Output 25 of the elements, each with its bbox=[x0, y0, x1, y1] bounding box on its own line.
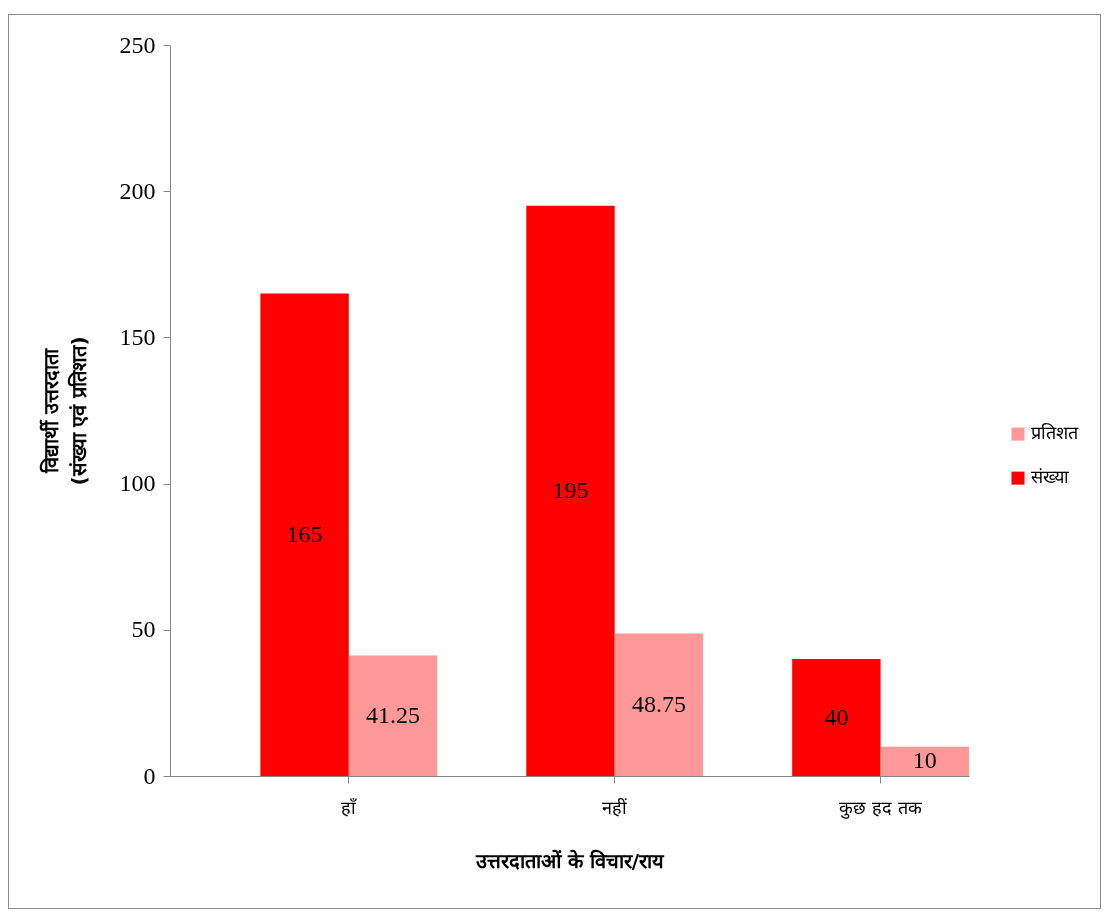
bar bbox=[614, 633, 704, 776]
data-label: 195 bbox=[552, 476, 589, 503]
data-label: 10 bbox=[912, 747, 937, 774]
x-tick-label: नहीं bbox=[602, 796, 628, 818]
data-label: 41.25 bbox=[366, 701, 421, 728]
bar bbox=[792, 659, 881, 776]
data-label: 40 bbox=[824, 703, 849, 730]
x-tick-label: हाँ bbox=[341, 796, 358, 818]
legend-label: प्रतिशत bbox=[1031, 422, 1079, 444]
y-tick-label: 0 bbox=[143, 762, 156, 789]
x-tick-label: कुछ हद तक bbox=[839, 796, 923, 819]
data-label: 48.75 bbox=[631, 690, 686, 717]
bar bbox=[260, 293, 349, 776]
x-axis-title: उत्तरदाताओं के विचार/राय bbox=[474, 848, 666, 873]
bar bbox=[348, 655, 438, 776]
y-tick-label: 150 bbox=[119, 323, 156, 350]
y-tick-label: 250 bbox=[119, 31, 156, 58]
bar bbox=[526, 205, 615, 776]
bar bbox=[880, 746, 969, 776]
legend-label: संख्या bbox=[1031, 466, 1069, 488]
y-axis-title: विद्यार्थी उत्तरदाता (संख्या एवं प्रतिशत) bbox=[38, 336, 91, 486]
y-tick-label: 100 bbox=[119, 470, 156, 497]
y-tick-label: 50 bbox=[131, 616, 156, 643]
y-tick-label: 200 bbox=[119, 177, 156, 204]
data-label: 165 bbox=[286, 520, 323, 547]
